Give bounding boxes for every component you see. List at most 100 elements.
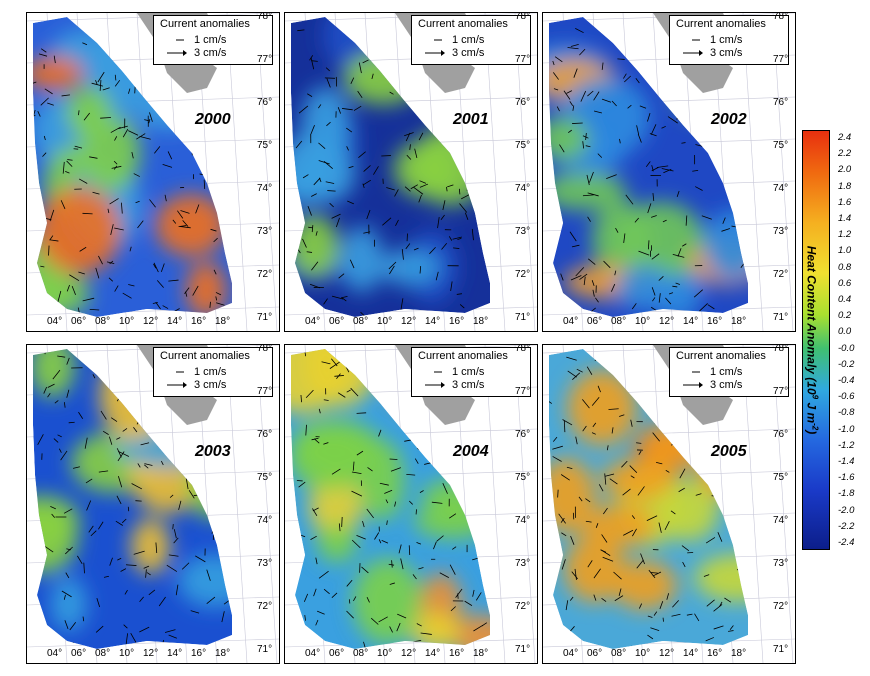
current-arrow: [400, 298, 404, 311]
current-arrow: [552, 436, 558, 442]
latitude-label: 71°: [773, 312, 789, 323]
current-arrow: [125, 633, 128, 645]
current-arrow: [406, 64, 408, 70]
latitude-label: 74°: [773, 183, 789, 194]
current-arrow: [625, 33, 634, 40]
current-arrow: [40, 265, 45, 268]
current-arrow: [605, 473, 615, 477]
graticule-line: [514, 13, 536, 331]
colorbar-tick-label: -0.2: [838, 358, 855, 370]
current-arrow: [92, 355, 99, 365]
current-arrow: [58, 448, 62, 453]
current-arrow: [420, 103, 429, 110]
current-arrow: [592, 289, 595, 297]
current-arrow: [486, 575, 490, 583]
current-arrow: [363, 641, 366, 648]
current-arrow: [663, 168, 672, 174]
latitude-label: 71°: [257, 312, 273, 323]
current-arrow: [713, 625, 724, 630]
current-arrow: [331, 468, 341, 475]
current-arrow: [441, 242, 448, 250]
current-arrow: [312, 507, 319, 512]
current-arrow: [561, 532, 567, 537]
current-arrow: [137, 220, 144, 229]
graticule-line: [285, 638, 537, 648]
current-arrow: [638, 250, 650, 256]
current-arrow: [362, 183, 365, 189]
current-arrow: [724, 151, 731, 158]
current-arrow: [618, 588, 622, 596]
latitude-label: 74°: [257, 515, 273, 526]
latitude-label: 74°: [515, 515, 531, 526]
current-arrow: [49, 235, 54, 241]
anomaly-patch: [185, 261, 227, 317]
current-arrow: [419, 266, 422, 274]
heat-content-field: [549, 17, 748, 317]
current-arrow: [210, 87, 216, 97]
latitude-label: 78°: [515, 344, 531, 354]
current-arrow: [371, 73, 374, 80]
current-arrow: [298, 105, 309, 114]
current-arrow: [291, 165, 295, 173]
anomaly-patch: [564, 534, 626, 603]
current-arrow: [315, 619, 319, 626]
current-arrow: [653, 384, 656, 396]
current-arrow: [66, 357, 70, 365]
anomaly-patch: [411, 612, 460, 649]
current-arrow: [573, 68, 578, 78]
current-arrow: [568, 129, 572, 133]
current-arrow: [313, 588, 317, 597]
current-arrow: [471, 228, 474, 241]
current-arrow: [116, 437, 121, 440]
current-arrow: [645, 161, 651, 168]
long-arrow-icon: [683, 382, 703, 389]
current-arrow: [648, 569, 656, 579]
current-arrow: [307, 93, 313, 97]
current-arrow: [391, 560, 393, 568]
current-arrow: [615, 370, 619, 375]
longitude-label: 14°: [167, 316, 183, 327]
current-arrow: [195, 555, 206, 563]
current-arrow: [586, 174, 590, 186]
colorbar-tick-label: 1.8: [838, 180, 852, 192]
longitude-label: 12°: [401, 316, 417, 327]
current-arrow: [464, 600, 473, 606]
current-arrow: [379, 56, 390, 62]
latitude-label: 73°: [773, 226, 789, 237]
latitude-label: 76°: [257, 97, 273, 108]
current-arrow: [125, 564, 137, 566]
current-arrow: [572, 105, 575, 111]
legend-title: Current anomalies: [160, 350, 250, 362]
current-arrow: [667, 116, 678, 124]
current-arrow: [636, 125, 640, 135]
current-arrow: [413, 187, 424, 195]
current-arrow: [576, 368, 583, 373]
current-arrow: [585, 498, 591, 503]
current-arrow: [331, 592, 338, 598]
current-arrow: [731, 480, 736, 485]
graticule-line: [742, 13, 764, 331]
longitude-label: 10°: [119, 648, 135, 659]
current-arrow: [326, 78, 331, 88]
current-arrow: [388, 563, 395, 566]
longitude-label: 14°: [425, 648, 441, 659]
current-arrow: [351, 490, 363, 497]
map-panel-2004: 2004 Current anomalies 1 cm/s 3 cm/s 78° 77° 7…: [284, 344, 538, 664]
current-arrow: [109, 52, 116, 56]
current-arrow: [398, 544, 402, 554]
longitude-label: 16°: [707, 316, 723, 327]
legend-title: Current anomalies: [418, 18, 508, 30]
current-arrow: [347, 200, 355, 205]
current-arrow: [79, 246, 87, 252]
current-arrow: [587, 216, 591, 222]
colorbar-tick-label: -0.6: [838, 391, 855, 403]
current-arrow: [647, 203, 652, 214]
current-arrow: [591, 396, 600, 406]
current-arrow: [623, 529, 634, 536]
current-arrow: [435, 271, 439, 281]
current-arrow: [316, 610, 325, 615]
current-arrow: [50, 239, 59, 242]
legend-row-1cms: 1 cm/s: [174, 34, 226, 46]
current-arrow: [371, 38, 375, 46]
current-arrow: [358, 62, 362, 74]
